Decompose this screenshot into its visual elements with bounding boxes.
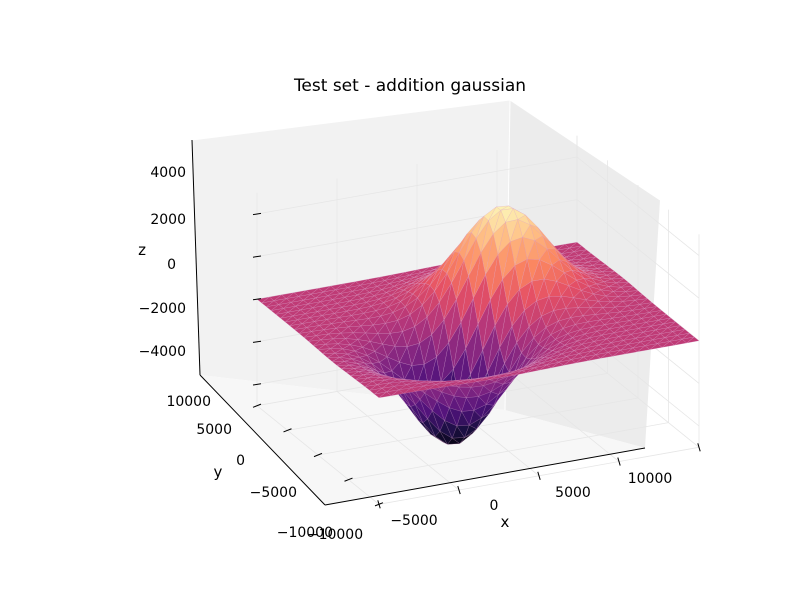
tick-mark [252, 340, 262, 343]
grid-line [348, 422, 669, 481]
surface-facet [440, 382, 454, 388]
surface-facet [649, 343, 663, 350]
surface-facet [538, 364, 552, 371]
x-tick-label: 0 [490, 498, 499, 514]
z-axis-line [191, 139, 201, 376]
tick-mark [537, 471, 541, 480]
z-tick-label: −2000 [139, 301, 186, 317]
surface-facet [575, 356, 589, 364]
surface-facet [391, 389, 405, 396]
tick-mark [344, 477, 353, 482]
z-tick-label: −4000 [139, 344, 186, 360]
surface-facet [612, 349, 626, 357]
surface-facet [637, 345, 651, 352]
chart-title: Test set - addition gaussian [293, 76, 526, 96]
surface-facet [514, 370, 528, 376]
floor-pane [200, 375, 645, 505]
y-axis-label: y [214, 463, 223, 481]
surface-facet [551, 361, 565, 369]
x-tick-label: −10000 [307, 527, 363, 543]
tick-mark [374, 502, 384, 507]
grid-line [256, 156, 578, 215]
surface-facet [378, 391, 392, 398]
x-axis-line [324, 447, 646, 506]
x-tick-labels: −10000 −5000 0 5000 10000 [307, 471, 672, 543]
surface-plot [256, 205, 700, 445]
z-tick-labels: −4000 −2000 0 2000 4000 [139, 165, 186, 360]
tick-mark [697, 443, 701, 452]
surface-facet [625, 347, 638, 355]
z-tick-label: 2000 [150, 212, 186, 228]
grid-line [256, 199, 578, 257]
y-tick-label: −10000 [277, 525, 333, 541]
surface-facet [465, 379, 479, 384]
tick-mark [252, 255, 262, 258]
surface-facet [403, 387, 417, 394]
z-tick-label: 0 [167, 257, 176, 273]
z-tick-label: 4000 [150, 165, 186, 181]
surface-facet [415, 385, 429, 392]
x-tick-label: 10000 [628, 471, 673, 487]
surface-facet [428, 384, 441, 390]
axis-lines [191, 139, 646, 506]
surface-facet [477, 377, 491, 382]
surface-facet [588, 354, 601, 361]
surface-facet [526, 367, 540, 373]
axes-panes [191, 99, 661, 505]
tick-mark [252, 403, 262, 408]
tick-mark [283, 428, 292, 433]
y-tick-label: 5000 [196, 422, 232, 438]
surface-facet [600, 352, 614, 359]
tick-mark [457, 485, 461, 495]
y-tick-label: −5000 [250, 485, 297, 501]
surface-facet [661, 341, 675, 348]
y-tick-label: 0 [236, 453, 245, 469]
x-tick-label: 5000 [555, 485, 591, 501]
tick-marks [252, 212, 701, 509]
y-tick-label: 10000 [166, 394, 211, 410]
surface-facet [452, 381, 466, 386]
surface-facet [563, 359, 577, 366]
surface-facet [489, 375, 503, 380]
z-axis-label: z [138, 241, 146, 259]
x-axis-label: x [501, 513, 510, 531]
tick-mark [252, 212, 262, 216]
grid-line [576, 199, 700, 299]
surface-facet [686, 336, 700, 344]
tick-mark [252, 298, 262, 301]
tick-mark [313, 452, 323, 458]
tick-mark [617, 457, 621, 466]
y-axis-line [199, 374, 326, 506]
surface-facet [674, 338, 688, 346]
surface-facet [502, 373, 516, 378]
tick-mark [252, 383, 262, 386]
x-tick-label: −5000 [390, 513, 437, 529]
y-tick-labels: −10000 −5000 0 5000 10000 [166, 394, 333, 541]
grid-line [576, 156, 700, 256]
